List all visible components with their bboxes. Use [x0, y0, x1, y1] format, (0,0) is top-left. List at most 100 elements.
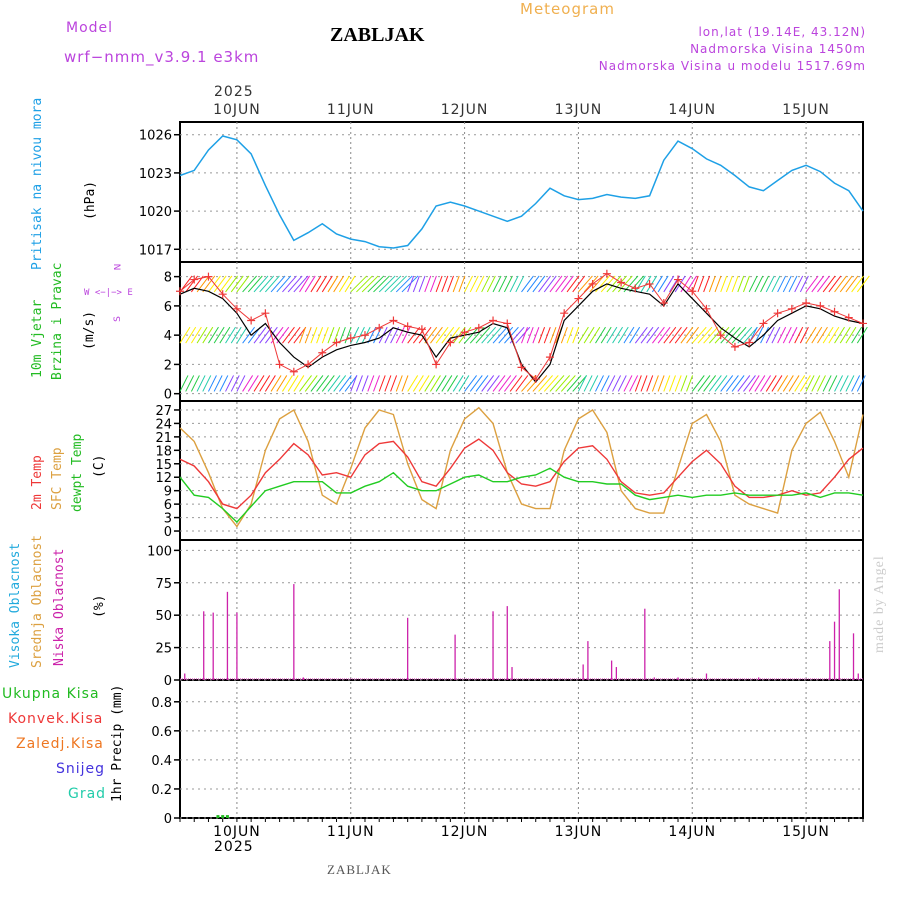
wind-barb: [680, 375, 688, 392]
wind-barb: [492, 375, 506, 392]
wind-barb: [703, 375, 717, 392]
wind-barb: [498, 326, 514, 344]
wind-barb: [851, 326, 863, 344]
wind-barb: [378, 275, 396, 293]
wind-barb: [532, 375, 548, 392]
wind-barb: [469, 275, 479, 293]
wind-gust-marker: [816, 301, 825, 310]
wind-gust-marker: [574, 294, 583, 303]
wind-barb: [327, 375, 341, 392]
y-tick-label-temp: 9: [164, 485, 172, 500]
wind-gust-marker: [787, 304, 796, 313]
wind-barb: [583, 375, 593, 392]
wind-barb: [225, 326, 236, 344]
wind-gust-marker: [460, 328, 469, 337]
wind-barb: [282, 275, 297, 293]
day-label-top: 13JUN: [555, 102, 603, 118]
wind-barb: [669, 326, 682, 344]
day-label-top: 11JUN: [327, 102, 375, 118]
wind-barb: [651, 375, 659, 392]
wind-gust-marker: [346, 334, 355, 343]
wind-gust-marker: [602, 269, 611, 278]
wind-barb: [640, 375, 648, 392]
wind-barb: [185, 326, 197, 344]
wind-barb: [515, 275, 525, 293]
wind-barb: [674, 326, 688, 344]
wind-barb: [253, 275, 269, 293]
wind-barb: [697, 375, 711, 392]
wind-barb: [538, 375, 553, 392]
wind-barb: [606, 375, 616, 392]
wind-barb: [686, 375, 694, 392]
wind-barb: [731, 275, 739, 293]
pressure-unit: (hPa): [83, 180, 98, 220]
wind-barb: [612, 375, 622, 392]
wind-barb: [441, 326, 455, 344]
wind-barb: [390, 326, 400, 344]
wind-barb: [185, 375, 195, 392]
wind-barb: [282, 375, 293, 392]
y-tick-label-temp: 27: [155, 404, 172, 419]
wind-gust-marker: [503, 319, 512, 328]
wind-gust-marker: [261, 309, 270, 318]
wind-barb: [771, 275, 781, 293]
wind-barb: [395, 275, 413, 293]
wind-gust-marker: [375, 323, 384, 332]
wind-barb: [202, 375, 212, 392]
wind-barb: [486, 275, 496, 293]
precip-legend-frozen: Zaledj.Kisa: [16, 736, 104, 752]
wind-barb: [333, 326, 341, 344]
wind-barb: [515, 375, 529, 392]
wind-gust-marker: [688, 287, 697, 296]
wind-gust-marker: [716, 331, 725, 340]
wind-barb: [481, 375, 495, 392]
wind-barb: [304, 375, 318, 392]
wind-barb: [350, 375, 358, 392]
wind-barb: [708, 275, 716, 293]
day-label-top: 14JUN: [668, 102, 716, 118]
wind-barb: [213, 275, 227, 293]
wind-barb: [680, 275, 692, 293]
wind-barb: [481, 275, 491, 293]
wind-barb: [509, 375, 523, 392]
wind-barb: [743, 375, 756, 392]
sfc-temp-line: [179, 406, 864, 528]
wind-barb: [583, 326, 595, 344]
precip-legend-conv: Konvek.Kisa: [8, 711, 104, 727]
wind-gust-marker: [176, 287, 184, 296]
wind-barb: [299, 275, 310, 293]
model-name: wrf−nmm_v3.9.1 e3km: [64, 48, 260, 66]
wind-barb: [703, 275, 711, 293]
wind-barb: [720, 375, 734, 392]
wind-barb: [270, 375, 282, 392]
wind-gust-marker: [588, 279, 597, 288]
wind-barb: [714, 375, 728, 392]
wind-barb: [856, 326, 868, 344]
wind-barb: [777, 275, 787, 293]
wind-barb: [720, 326, 736, 344]
wind-barb: [555, 275, 569, 293]
precip-legend-total: Ukupna Kisa: [2, 686, 100, 702]
precip-bar: [221, 815, 225, 818]
wind-barb: [754, 275, 764, 293]
wind-barb: [196, 375, 206, 392]
wind-barb: [208, 326, 219, 344]
wind-barb: [845, 375, 855, 392]
wind-barb: [344, 275, 356, 293]
wind-barb: [828, 375, 838, 392]
wind-barb: [247, 275, 263, 293]
dewpt-temp-line: [179, 467, 864, 524]
wind-barb: [464, 326, 479, 344]
wind-barb: [401, 326, 411, 344]
y-tick-label-cloud: 100: [147, 544, 172, 559]
wind-barb: [521, 375, 536, 392]
wind-barb: [486, 326, 502, 344]
y-tick-label-temp: 21: [155, 431, 172, 446]
wind-barb: [743, 275, 750, 293]
wind-barb: [737, 326, 753, 344]
wind-barb: [629, 375, 639, 392]
footer-station: ZABLJAK: [327, 862, 392, 877]
wind-barb: [355, 326, 365, 344]
wind-barb: [412, 275, 420, 293]
y-tick-label-wind: 2: [164, 358, 172, 373]
